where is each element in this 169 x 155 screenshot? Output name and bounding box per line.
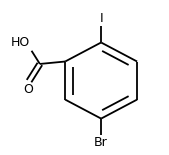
Text: O: O: [23, 83, 33, 96]
Text: Br: Br: [94, 136, 108, 149]
Text: I: I: [99, 12, 103, 25]
Text: HO: HO: [11, 36, 30, 49]
